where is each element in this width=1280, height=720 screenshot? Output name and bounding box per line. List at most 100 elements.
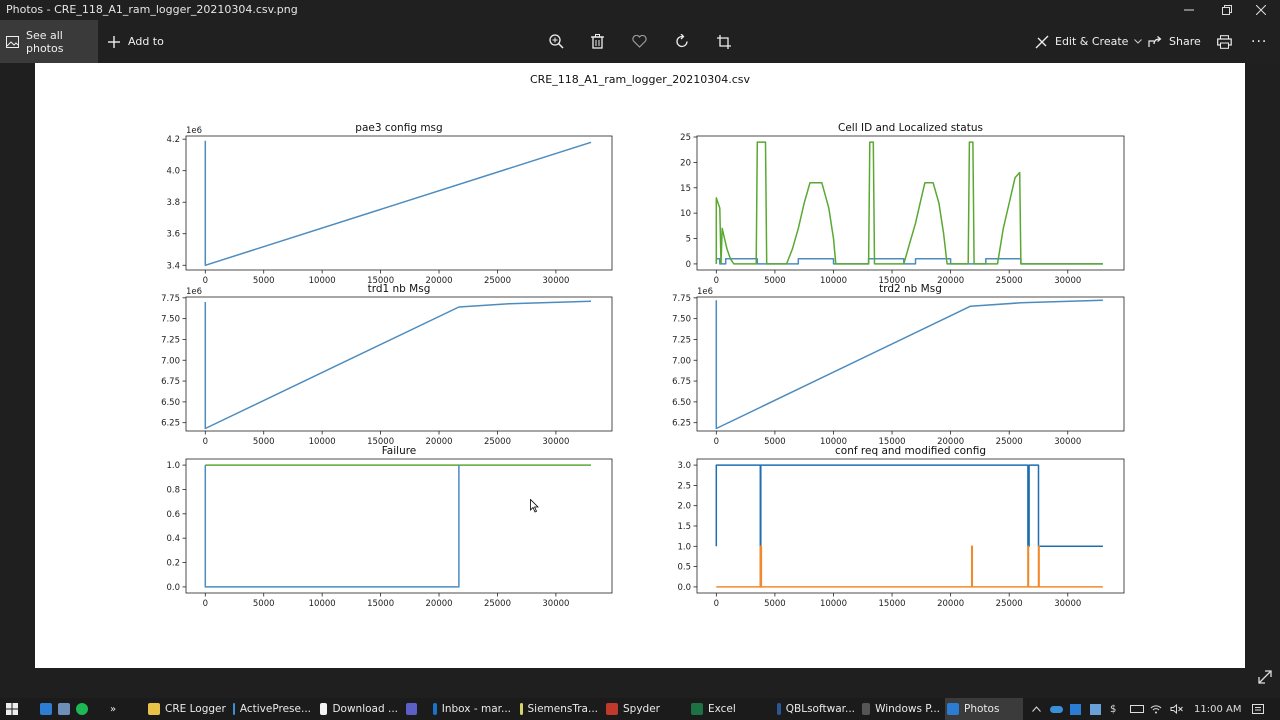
x-tick-label: 10000 xyxy=(820,437,847,447)
more-pins-chevron-icon[interactable]: » xyxy=(110,703,117,715)
crop-icon[interactable] xyxy=(717,20,731,63)
wifi-icon[interactable] xyxy=(1150,698,1162,720)
see-all-photos-button[interactable]: See all photos xyxy=(0,20,98,63)
x-tick-label: 15000 xyxy=(879,599,906,609)
x-tick-label: 20000 xyxy=(937,276,964,286)
figure: CRE_118_A1_ram_logger_20210304.csv pae3 … xyxy=(161,73,1125,609)
zoom-icon[interactable] xyxy=(549,20,564,63)
taskbar-app-icon xyxy=(777,703,781,715)
clock[interactable]: 11:00 AM xyxy=(1194,703,1242,715)
app-pin-icon[interactable] xyxy=(58,698,75,720)
close-icon[interactable] xyxy=(1242,0,1280,20)
more-options-label: ··· xyxy=(1251,33,1268,50)
subplot: conf req and modified config 0 5000 10000 15… xyxy=(677,445,1125,609)
x-tick-label: 20000 xyxy=(426,276,453,286)
y-tick-label: 0.0 xyxy=(166,583,180,593)
taskbar-item-label: Inbox - mar... xyxy=(441,703,511,715)
volume-muted-icon[interactable] xyxy=(1170,698,1184,720)
tray-app2-icon[interactable] xyxy=(1090,698,1101,720)
delete-icon[interactable] xyxy=(591,20,604,63)
tray-app-icon[interactable] xyxy=(1070,698,1081,720)
start-icon[interactable] xyxy=(6,698,18,720)
favorite-icon[interactable] xyxy=(632,20,647,63)
taskbar-item-label: ActivePrese... xyxy=(239,703,311,715)
restore-icon[interactable] xyxy=(1208,0,1246,20)
subplot-title: Cell ID and Localized status xyxy=(838,122,983,134)
battery-icon[interactable] xyxy=(1130,698,1144,720)
mail-pin-icon[interactable] xyxy=(40,698,57,720)
y-tick-label: 1.0 xyxy=(677,542,691,552)
x-tick-label: 10000 xyxy=(820,276,847,286)
axes-frame xyxy=(696,135,1125,271)
taskbar-item-label: QBLsoftwar... xyxy=(785,703,855,715)
x-tick-label: 25000 xyxy=(484,276,511,286)
taskbar-item[interactable]: Download ... xyxy=(318,698,398,720)
x-tick-label: 20000 xyxy=(426,437,453,447)
taskbar-item[interactable]: QBLsoftwar... xyxy=(775,698,855,720)
edit-create-button[interactable]: Edit & Create xyxy=(1035,20,1143,63)
x-tick-label: 0 xyxy=(203,599,208,609)
y-tick-label: 0.2 xyxy=(166,559,180,569)
axes-frame xyxy=(185,296,613,432)
x-tick-label: 10000 xyxy=(309,276,336,286)
fullscreen-icon[interactable] xyxy=(1256,668,1274,686)
x-tick-label: 30000 xyxy=(542,599,569,609)
minimize-icon[interactable] xyxy=(1170,0,1208,20)
y-tick-label: 4.2 xyxy=(166,135,180,145)
share-label: Share xyxy=(1169,35,1201,48)
taskbar-item[interactable]: Excel xyxy=(689,698,767,720)
onedrive-icon[interactable] xyxy=(1050,698,1063,720)
taskbar-item[interactable]: Photos xyxy=(945,698,1023,720)
taskbar-item[interactable]: Windows P... xyxy=(860,698,940,720)
x-tick-label: 20000 xyxy=(937,599,964,609)
add-to-label: Add to xyxy=(128,35,164,48)
taskbar-item[interactable]: ActivePrese... xyxy=(231,698,311,720)
share-button[interactable]: Share xyxy=(1148,20,1201,63)
x-tick-label: 10000 xyxy=(820,599,847,609)
series-line xyxy=(715,258,1103,265)
y-tick-label: 4.0 xyxy=(166,167,180,177)
x-tick-label: 15000 xyxy=(367,437,394,447)
taskbar-item[interactable]: Spyder xyxy=(604,698,682,720)
x-tick-label: 25000 xyxy=(996,276,1023,286)
taskbar-item[interactable]: CRE Logger xyxy=(146,698,226,720)
taskbar-item[interactable]: SiemensTra... xyxy=(518,698,598,720)
x-tick-label: 30000 xyxy=(1054,437,1081,447)
y-tick-label: 7.00 xyxy=(672,356,691,366)
y-tick-label: 0.6 xyxy=(166,510,180,520)
y-tick-label: 2.5 xyxy=(677,481,691,491)
y-tick-label: 0.4 xyxy=(166,534,180,544)
axis-offset-label: 1e6 xyxy=(186,126,202,136)
x-tick-label: 5000 xyxy=(764,599,786,609)
y-tick-label: 7.75 xyxy=(161,294,180,304)
taskbar-item-label: Windows P... xyxy=(875,703,940,715)
rotate-icon[interactable] xyxy=(675,20,690,63)
series-line xyxy=(204,300,592,430)
dollar-icon[interactable]: $ xyxy=(1110,703,1117,715)
more-options-button[interactable]: ··· xyxy=(1251,20,1267,63)
photos-toolbar: See all photos Add to Edit & Create Shar… xyxy=(0,20,1280,63)
y-tick-label: 5 xyxy=(686,235,691,245)
taskbar-app-icon xyxy=(320,703,328,715)
spotify-icon[interactable] xyxy=(76,698,93,720)
series-line xyxy=(715,464,1103,588)
x-tick-label: 5000 xyxy=(253,276,275,286)
plus-icon xyxy=(108,35,120,48)
x-tick-label: 5000 xyxy=(764,276,786,286)
taskbar-item[interactable] xyxy=(404,698,422,720)
series-line xyxy=(204,140,592,267)
taskbar-item[interactable]: Inbox - mar... xyxy=(431,698,511,720)
notifications-icon[interactable] xyxy=(1252,698,1264,720)
add-to-button[interactable]: Add to xyxy=(108,20,164,63)
taskbar-app-icon xyxy=(520,703,523,715)
y-tick-label: 0.0 xyxy=(677,583,691,593)
taskbar-item-label: SiemensTra... xyxy=(527,703,599,715)
tray-chevron-up-icon[interactable] xyxy=(1032,698,1041,720)
taskbar-app-icon xyxy=(606,703,618,715)
x-tick-label: 0 xyxy=(714,276,719,286)
y-tick-label: 6.50 xyxy=(161,398,180,408)
x-tick-label: 0 xyxy=(714,437,719,447)
x-tick-label: 30000 xyxy=(542,276,569,286)
y-tick-label: 25 xyxy=(680,133,691,143)
print-icon[interactable] xyxy=(1217,20,1232,63)
